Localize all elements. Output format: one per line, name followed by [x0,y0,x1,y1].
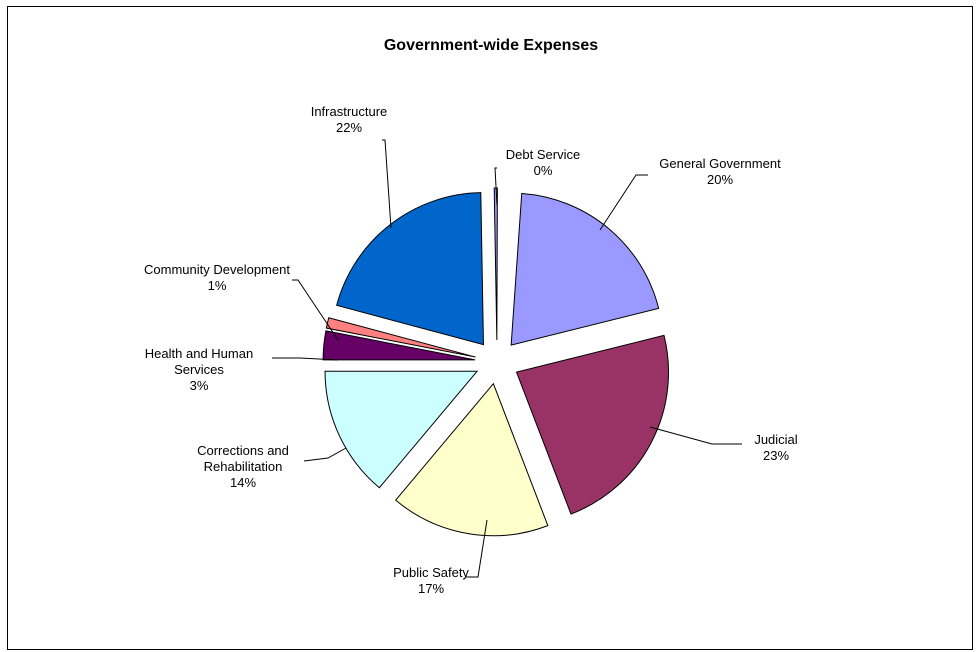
leader-line [303,447,347,462]
pie-slice-debt-service [493,187,498,341]
pie-slice-infrastructure [336,192,484,346]
pie-slice-community-development [325,317,476,358]
pie-slice-health-and-human-services [322,330,476,361]
pie-slice-general-government [510,192,660,346]
slice-label: Corrections and Rehabilitation 14% [197,443,289,490]
leader-line [466,519,488,578]
chart-title: Government-wide Expenses [383,37,599,54]
slice-label: Debt Service 0% [506,147,580,178]
leader-line [494,167,498,206]
leader-line [292,279,339,341]
slice-label: Judicial 23% [754,432,797,463]
pie-slice-judicial [515,334,669,515]
pie-slice-corrections-and-rehabilitation [324,370,479,489]
slice-label: Infrastructure 22% [311,104,388,135]
slice-label: General Government 20% [659,156,781,187]
chart-frame: Government-wide Expenses [7,6,973,650]
leader-line [272,357,339,361]
leader-line [649,426,742,445]
leader-line [599,174,648,231]
pie-slice-public-safety [394,382,549,537]
slice-label: Public Safety 17% [393,565,469,596]
slice-label: Community Development 1% [144,262,290,293]
leader-line [382,139,392,229]
slice-label: Health and Human Services 3% [145,346,253,393]
